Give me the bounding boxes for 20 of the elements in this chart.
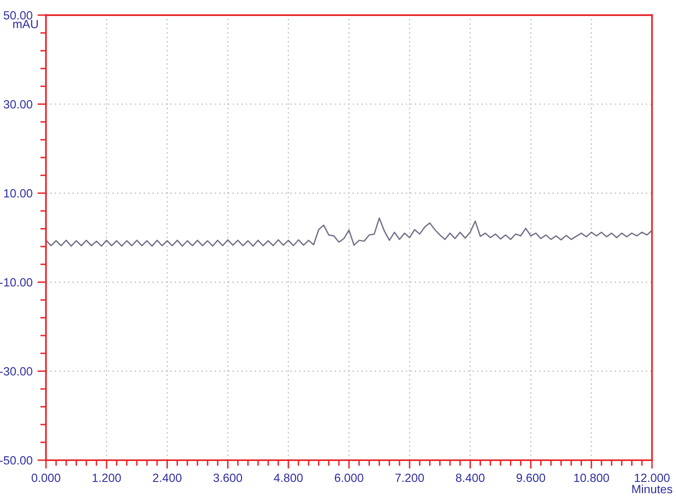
x-tick-label: 10.800: [574, 474, 609, 482]
y-tick-label: -30.00: [0, 367, 32, 376]
x-tick-label: 12.000: [634, 474, 670, 482]
x-tick-label: 1.200: [92, 474, 121, 482]
y-tick-label: -50.00: [0, 456, 32, 465]
x-axis-title: Minutes: [632, 484, 672, 494]
y-tick-label: 50.00: [4, 11, 32, 20]
y-axis-title: mAU: [13, 20, 38, 28]
x-tick-label: 8.400: [456, 474, 485, 482]
x-tick-label: 7.200: [395, 474, 424, 482]
x-tick-label: 2.400: [153, 474, 182, 482]
y-tick-label: -10.00: [0, 278, 32, 287]
x-tick-label: 4.800: [274, 474, 303, 482]
y-tick-label: 30.00: [4, 100, 32, 109]
x-tick-label: 9.600: [516, 474, 546, 482]
x-tick-label: 0.000: [32, 474, 60, 482]
line-series: [46, 217, 652, 247]
x-tick-label: 6.000: [334, 474, 364, 482]
x-tick-label: 3.600: [213, 474, 242, 482]
y-tick-label: 10.00: [4, 189, 32, 198]
